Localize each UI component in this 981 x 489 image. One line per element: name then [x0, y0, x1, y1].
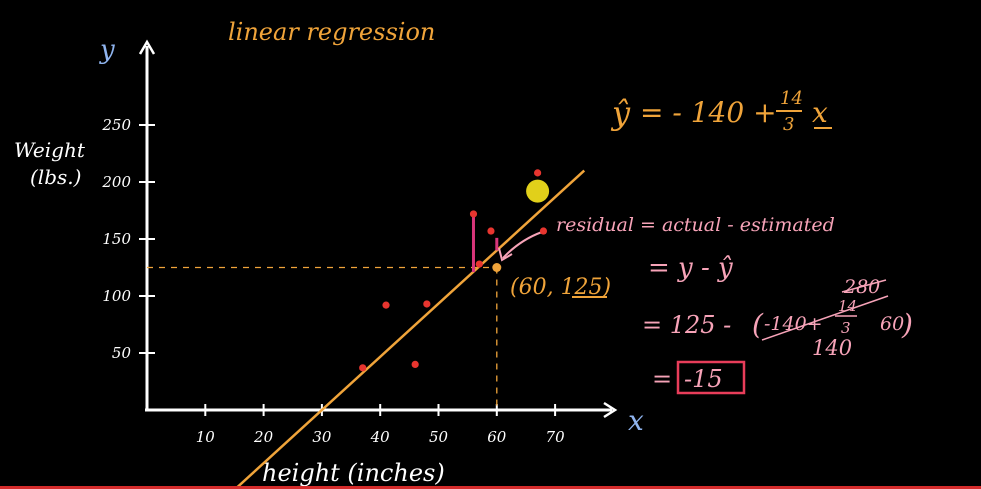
paren-close: )	[901, 308, 913, 341]
x-tick-label: 50	[429, 428, 449, 446]
x-tick-label: 60	[487, 428, 507, 446]
result-box	[676, 360, 746, 395]
highlight-point	[492, 263, 502, 272]
y-axis-label-line1: Weight	[14, 138, 86, 162]
tick-layer: 10 20 30 40 50 60 70 50 100 150 200 250	[101, 116, 565, 446]
y-tick-label: 100	[102, 287, 131, 305]
equation-lhs: ŷ	[610, 94, 631, 132]
x-tick-label: 70	[546, 428, 566, 446]
derivation-frac-num: 14	[838, 297, 857, 315]
regression-layer	[233, 169, 586, 489]
y-axis-label-line2: (lbs.)	[30, 165, 81, 189]
data-point	[469, 210, 478, 218]
scratch-strike	[841, 279, 887, 293]
data-point	[534, 169, 542, 177]
data-point	[423, 300, 431, 308]
x-axis-symbol: x	[628, 404, 644, 437]
residual-definition: residual = actual - estimated	[556, 214, 835, 236]
video-progress-bar	[0, 486, 981, 489]
data-point	[382, 301, 390, 309]
scratch-below: 140	[812, 336, 852, 360]
guide-lines	[147, 266, 498, 410]
y-axis-label: Weight (lbs.)	[14, 138, 91, 189]
equation-mid: = - 140 +	[640, 96, 777, 129]
x-axis-arrow	[603, 401, 618, 419]
regression-line	[233, 169, 586, 489]
residual-layer	[471, 213, 543, 273]
cursor-highlight	[526, 179, 550, 203]
x-axis-label: height (inches)	[262, 459, 445, 487]
y-axis-arrow	[138, 39, 156, 55]
annotation-arrow	[502, 231, 543, 259]
data-point	[359, 364, 367, 372]
y-tick-label: 200	[101, 173, 131, 191]
y-tick-label: 50	[112, 344, 132, 362]
derivation-line-3-paren: -140+	[764, 313, 823, 335]
paren-open: (	[752, 308, 764, 341]
data-point	[475, 260, 483, 268]
annotation-arrowhead	[498, 247, 513, 262]
result-value: -15	[684, 365, 723, 393]
y-tick-label: 150	[102, 230, 131, 248]
x-tick-label: 10	[196, 428, 216, 446]
equation-frac-num: 14	[780, 88, 803, 109]
strikethrough	[761, 295, 889, 341]
chart-title: linear regression	[228, 18, 435, 46]
derivation-frac-den: 3	[841, 319, 851, 337]
y-axis-symbol: y	[99, 35, 115, 65]
data-point	[539, 227, 548, 235]
derivation-line-3-start: = 125 -	[642, 311, 731, 339]
highlight-point-label: (60, 125)	[510, 275, 611, 300]
x-tick-label: 40	[370, 428, 391, 446]
points-layer	[359, 169, 550, 372]
data-point	[411, 360, 419, 368]
derivation-times: 60	[880, 313, 904, 335]
derivation-line-2: = y - ŷ	[648, 253, 733, 283]
result-prefix: =	[652, 365, 672, 393]
equation-var: x	[812, 96, 828, 129]
x-tick-label: 20	[253, 428, 274, 446]
data-point	[487, 227, 495, 235]
equation-frac-den: 3	[783, 114, 794, 135]
x-tick-label: 30	[312, 428, 332, 446]
y-tick-label: 250	[101, 116, 131, 134]
